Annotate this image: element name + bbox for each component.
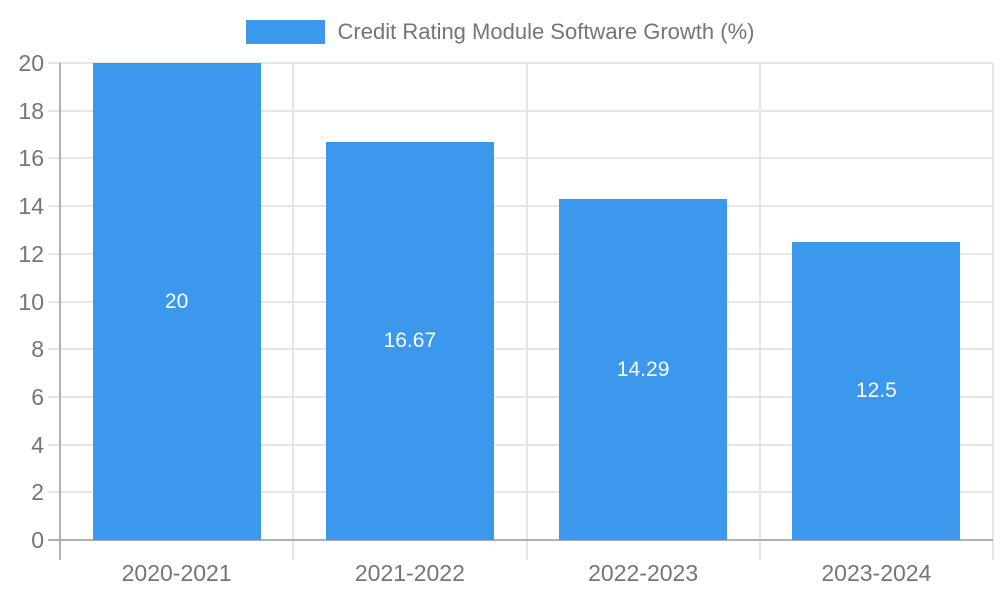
y-gridline <box>48 348 993 351</box>
y-gridline <box>48 205 993 208</box>
y-axis-tick-label: 4 <box>31 431 44 458</box>
y-gridline <box>48 395 993 398</box>
x-axis-line <box>48 539 993 541</box>
x-axis-category-label: 2023-2024 <box>821 560 932 586</box>
y-axis-line <box>59 63 61 560</box>
y-gridline <box>48 300 993 303</box>
legend-color-swatch <box>245 20 325 44</box>
y-gridline <box>48 252 993 255</box>
y-gridline <box>48 157 993 160</box>
y-axis-tick-label: 2 <box>31 479 44 506</box>
bar: 20 <box>92 63 261 540</box>
y-axis-tick-label: 14 <box>18 193 44 220</box>
x-gridline <box>292 63 295 560</box>
y-gridline <box>48 62 993 64</box>
y-axis-tick-label: 16 <box>18 145 44 172</box>
bar-value-label: 12.5 <box>855 378 897 402</box>
x-gridline <box>758 63 761 560</box>
y-axis-tick-label: 12 <box>18 240 44 267</box>
y-axis-tick-label: 10 <box>18 288 44 315</box>
y-axis-tick-label: 18 <box>18 97 44 124</box>
x-axis-category-label: 2020-2021 <box>121 560 232 586</box>
y-gridline <box>48 491 993 494</box>
bar: 16.67 <box>325 142 494 540</box>
legend-label: Credit Rating Module Software Growth (%) <box>337 19 755 44</box>
x-gridline <box>525 63 528 560</box>
y-axis-tick-label: 20 <box>18 50 44 76</box>
bar: 12.5 <box>792 241 961 540</box>
legend-item[interactable]: Credit Rating Module Software Growth (%) <box>0 19 1000 45</box>
y-axis-tick-label: 0 <box>31 527 44 553</box>
y-axis-tick-label: 6 <box>31 383 44 410</box>
y-gridline <box>48 443 993 446</box>
bar-value-label: 16.67 <box>383 329 437 353</box>
x-axis-category-label: 2021-2022 <box>354 560 465 586</box>
y-gridline <box>48 109 993 112</box>
x-gridline <box>992 63 994 560</box>
bar-value-label: 20 <box>164 289 189 313</box>
bar-value-label: 14.29 <box>616 357 670 381</box>
bar: 14.29 <box>559 199 728 540</box>
x-axis-category-label: 2022-2023 <box>588 560 699 586</box>
y-axis-tick-label: 8 <box>31 336 44 363</box>
